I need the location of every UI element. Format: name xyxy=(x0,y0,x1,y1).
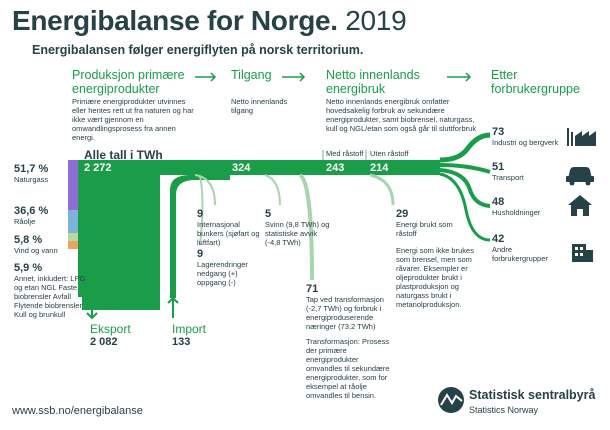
heading-arrow-1 xyxy=(195,72,217,82)
column-title-supply: Tilgang xyxy=(231,68,272,82)
source-bar-annet xyxy=(68,241,78,249)
loss-flow-svinn xyxy=(264,174,281,206)
source-bar-vind xyxy=(68,233,78,241)
source-naturgass: 51,7 % Naturgass xyxy=(14,163,49,184)
without-feedstock-label: Uten råstoff xyxy=(370,149,409,158)
consumer-flow-industry xyxy=(439,132,491,163)
loss-transformation: 71 Tap ved transformasjon (-2,7 TWh) og … xyxy=(306,283,392,400)
net-use-excl-value: 214 xyxy=(370,162,389,174)
supply-value: 324 xyxy=(232,162,251,174)
column-desc-primary: Primære energiprodukter utvinnes eller h… xyxy=(72,97,194,142)
consumer-other: 42 Andre forbrukergrupper xyxy=(492,233,548,263)
page-title: Energibalanse for Norge. 2019 xyxy=(12,5,407,36)
source-raolje: 36,6 % Råolje xyxy=(14,205,49,226)
source-bar-naturgass xyxy=(68,160,78,210)
all-figures-label: Alle tall i TWh xyxy=(84,148,163,162)
loss-svinn: 5 Svinn (9,8 TWh) og statistiske avvik (… xyxy=(265,208,330,247)
loss-feedstock: 29 Energi brukt som råstoff Energi som i… xyxy=(396,208,474,309)
production-value: 2 272 xyxy=(84,162,112,174)
footer-url-link[interactable]: www.ssb.no/energibalanse xyxy=(12,405,143,417)
with-feedstock-label: Med råstoff xyxy=(326,149,364,158)
loss-bunkers: 9 Internasjonal bunkers (sjøfart og luft… xyxy=(197,208,260,247)
page-subtitle: Energibalansen følger energiflyten på no… xyxy=(32,43,364,57)
title-year: 2019 xyxy=(345,5,407,36)
source-bar-raolje xyxy=(68,210,78,233)
supply-flow xyxy=(150,160,440,175)
loss-storage: 9 Lagerendringer nedgang (+) oppgang (-) xyxy=(197,248,248,287)
consumer-flow-transport xyxy=(439,163,491,174)
export-block: Eksport 2 082 xyxy=(90,322,131,348)
org-name-en: Statistics Norway xyxy=(469,405,539,415)
import-arrow-icon xyxy=(167,296,179,318)
house-icon xyxy=(568,195,592,216)
export-flow xyxy=(78,160,160,310)
feedstock-note: Energi som ikke brukes som brensel, men … xyxy=(396,246,474,309)
column-desc-net: Netto innenlands energibruk omfatter hov… xyxy=(326,97,477,133)
import-block: Import 133 xyxy=(172,322,207,348)
column-title-net: Netto innenlands energibruk xyxy=(326,68,420,96)
export-arrow-icon xyxy=(86,298,98,320)
heading-arrow-3 xyxy=(447,72,472,82)
loss-flow-feedstock xyxy=(369,173,395,206)
loss-flow-bunkers xyxy=(194,174,216,206)
column-desc-supply: Netto innenlands tilgang xyxy=(231,97,288,115)
factory-icon xyxy=(567,128,596,146)
source-annet: 5,9 % Annet, inkludert: LPG og etan NGL … xyxy=(14,262,86,319)
consumer-flow-households xyxy=(439,168,491,208)
transformation-note: Transformasjon: Prosess der primære ener… xyxy=(306,337,390,400)
consumer-flow-other xyxy=(439,172,491,242)
car-icon xyxy=(566,167,594,186)
loss-flow-storage xyxy=(199,175,204,246)
org-name: Statistisk sentralbyrå xyxy=(469,388,596,402)
consumer-transport: 51 Transport xyxy=(492,161,524,182)
source-vind-vann: 5,8 % Vind og vann xyxy=(14,234,58,255)
building-icon xyxy=(572,244,593,262)
consumer-households: 48 Husholdninger xyxy=(492,196,541,217)
consumer-industry: 73 Industri og bergverk xyxy=(492,126,559,147)
net-use-value: 243 xyxy=(326,162,345,174)
column-title-consumer: Etter forbrukergruppe xyxy=(491,68,580,96)
ssb-logo-icon xyxy=(438,387,464,413)
heading-arrow-2 xyxy=(282,72,306,82)
import-flow xyxy=(170,175,230,298)
loss-flow-transform xyxy=(298,173,314,281)
column-title-primary: Produksjon primære energiprodukter xyxy=(72,68,185,96)
